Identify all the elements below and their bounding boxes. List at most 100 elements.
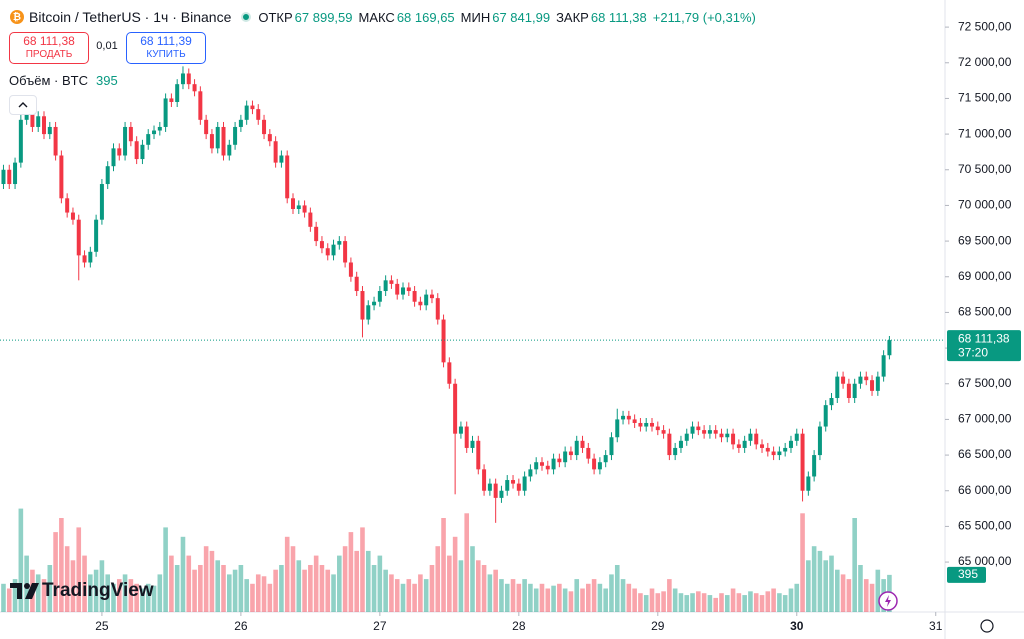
last-volume-label: 395 [958,567,978,581]
candle-body [829,398,834,406]
candle-body [788,440,793,448]
candle-body [765,447,770,452]
volume-bar [591,579,597,612]
volume-bar [180,536,186,612]
volume-bar [574,579,580,612]
volume-bar [59,518,64,612]
volume-bar [545,588,551,612]
volume-bar [597,583,603,612]
logo: TradingView [10,580,154,602]
candle-body [678,440,683,448]
candle-body [285,155,290,199]
collapse-icon [18,102,28,108]
candle-body [59,155,64,199]
volume-bar [568,591,574,612]
candle-body [343,241,348,263]
candle-body [325,248,330,256]
candle-body [858,376,863,384]
volume-bar [227,574,232,612]
volume-bar [151,585,157,612]
volume-bar [140,588,145,612]
volume-bar [649,588,655,612]
candle-body [725,433,730,438]
candle-body [435,298,440,320]
candle-body [563,451,568,463]
candle-body [453,383,458,434]
volume-bar [551,585,556,612]
candle-body [823,405,828,427]
candle-body [198,91,203,120]
y-tick-label: 65 000,00 [958,554,1012,568]
candle-body [111,148,116,167]
candle-body [592,458,597,470]
candle-body [447,362,452,384]
candle-body [539,462,544,466]
collapse-button[interactable] [9,95,37,115]
volume-bar [215,560,221,612]
candle-body [817,426,822,456]
candle-body [615,419,620,438]
y-tick-label: 68 500,00 [958,305,1012,319]
volume-bar [238,565,244,612]
candle-body [262,119,267,135]
volume-bar [371,565,377,612]
volume-bar [389,574,394,612]
volume-bar [759,595,765,612]
volume-bar [846,579,852,612]
buy-button[interactable]: 68 111,39 КУПИТЬ [126,32,206,64]
candle-body [864,376,869,381]
candle-body [348,262,353,277]
volume-bar [88,574,93,612]
x-tick-label: 27 [373,619,387,633]
volume-legend: Объём · BTC 395 [9,73,118,88]
volume-bar [255,574,261,612]
volume-bar [863,579,869,612]
candle-body [644,422,649,427]
volume-bar [724,595,730,612]
last-price-tag [947,330,1021,362]
y-tick-label: 66 500,00 [958,447,1012,461]
candle-body [267,134,272,142]
volume-bar [557,583,562,612]
volume-bar [186,555,192,612]
volume-bar [418,574,423,612]
settings-icon[interactable] [980,619,994,633]
candle-body [424,294,429,306]
candle-body [580,440,585,448]
volume-bar [528,583,533,612]
candle-body [545,465,550,470]
candle-body [215,126,220,149]
candle-body [777,451,782,456]
candle-body [794,433,799,441]
volume-bar [562,588,568,612]
volume-bar [684,595,690,612]
candle-body [707,430,712,434]
logo-text: TradingView [42,580,154,601]
volume-bar [18,508,24,612]
volume-bar [53,532,58,612]
volume-bar [452,536,458,612]
volume-bar [441,518,446,612]
volume-bar [128,579,134,612]
candle-body [42,116,47,135]
candle-body [852,383,857,399]
logo-icon [10,583,39,599]
ohlc-value: 67 899,59 [294,9,353,25]
volume-bar [667,579,672,612]
sell-button[interactable]: 68 111,38 ПРОДАТЬ [9,32,89,64]
volume-bar [354,550,359,612]
volume-bar [823,560,829,612]
x-tick-label: 29 [651,619,665,633]
volume-bar [250,583,255,612]
candle-body [337,241,342,245]
symbol[interactable]: Bitcoin / TetherUS · 1ч · Binance [29,9,232,25]
candle-body [117,148,122,156]
candle-body [557,458,562,463]
volume-bar [609,574,614,612]
volume-bar [342,546,348,612]
volume-bar [6,588,12,612]
candle-body [244,105,249,120]
candle-body [128,126,133,142]
candle-body [302,205,307,213]
